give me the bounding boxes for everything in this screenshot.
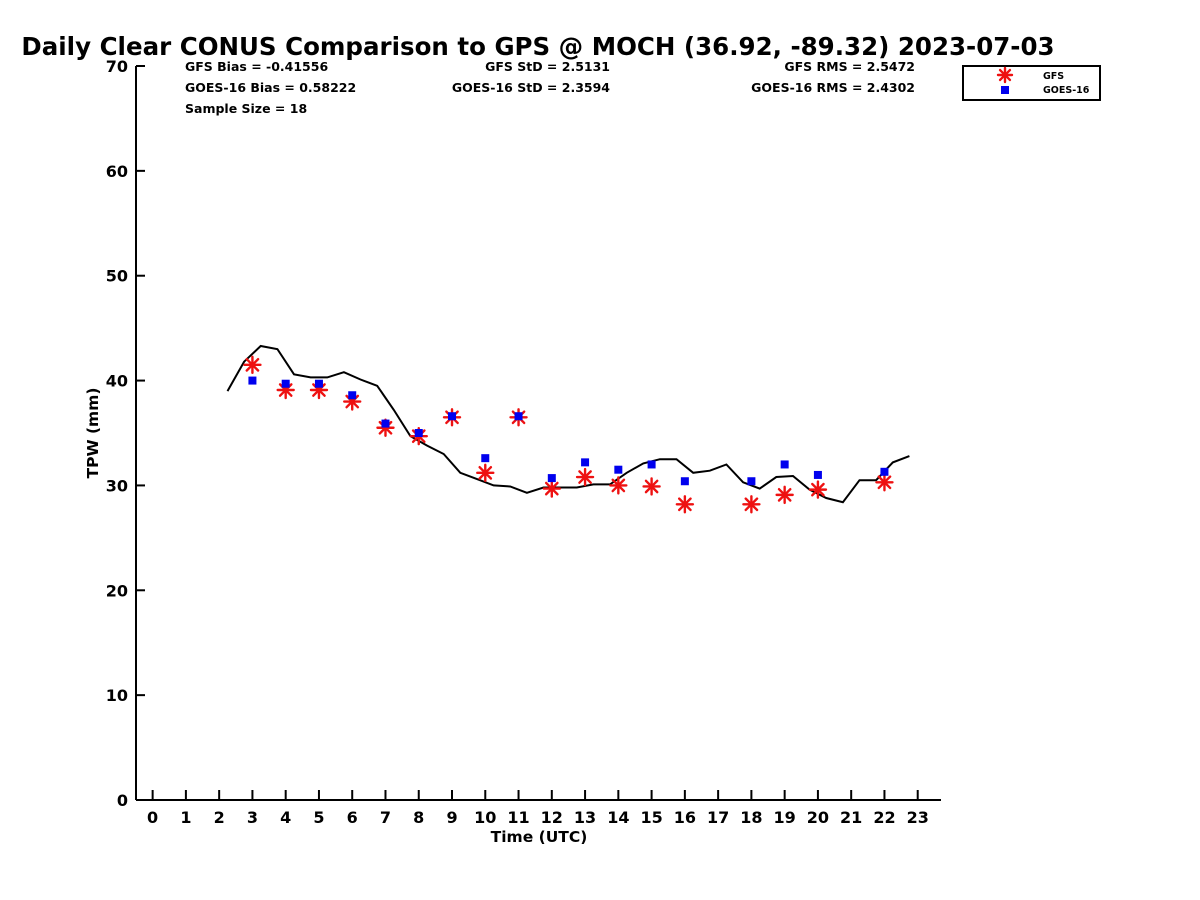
x-tick-label: 13 — [574, 808, 596, 827]
x-tick-label: 11 — [507, 808, 529, 827]
gfs-std-stat: GFS StD = 2.5131 — [485, 59, 610, 74]
goes-std-stat: GOES-16 StD = 2.3594 — [452, 80, 610, 95]
x-tick-label: 5 — [313, 808, 324, 827]
gfs-bias-stat: GFS Bias = -0.41556 — [185, 59, 328, 74]
gfs-point — [675, 495, 695, 514]
goes-point — [314, 379, 323, 388]
legend-gfs-marker — [996, 66, 1014, 84]
goes-point — [813, 470, 822, 479]
goes-point — [880, 467, 889, 476]
gfs-series — [243, 355, 894, 514]
y-tick-label: 20 — [106, 581, 128, 600]
x-tick-label: 16 — [674, 808, 696, 827]
y-tick-label: 0 — [117, 791, 128, 810]
x-tick-label: 0 — [147, 808, 158, 827]
goes-point — [481, 454, 490, 463]
x-tick-label: 3 — [247, 808, 258, 827]
goes-point — [448, 412, 457, 421]
gfs-point — [575, 467, 595, 487]
legend-goes-label: GOES-16 — [1043, 85, 1090, 96]
y-tick-label: 50 — [106, 267, 128, 286]
legend-goes-marker — [1001, 86, 1009, 94]
goes-rms-stat: GOES-16 RMS = 2.4302 — [751, 80, 915, 95]
gfs-rms-stat: GFS RMS = 2.5472 — [784, 59, 915, 74]
y-axis-label: TPW (mm) — [84, 388, 102, 479]
x-tick-label: 19 — [774, 808, 796, 827]
x-tick-label: 21 — [840, 808, 862, 827]
y-tick-label: 10 — [106, 686, 128, 705]
x-tick-label: 10 — [474, 808, 496, 827]
goes-point — [581, 458, 590, 467]
goes-point — [614, 465, 623, 474]
goes-point — [248, 376, 257, 385]
x-tick-label: 7 — [380, 808, 391, 827]
legend-box — [962, 65, 1101, 101]
stats-block: GFS Bias = -0.41556 GOES-16 Bias = 0.582… — [185, 59, 915, 116]
x-tick-label: 15 — [640, 808, 662, 827]
goes-point — [281, 379, 290, 388]
gfs-point — [642, 477, 661, 496]
legend-gfs-asterisk — [996, 66, 1014, 84]
x-tick-label: 9 — [446, 808, 457, 827]
chart-title: Daily Clear CONUS Comparison to GPS @ MO… — [21, 32, 1054, 61]
gps-line — [226, 344, 910, 504]
y-tick-label: 40 — [106, 372, 128, 391]
goes-point — [747, 477, 756, 486]
y-tick-label: 60 — [106, 162, 128, 181]
x-tick-label: 17 — [707, 808, 729, 827]
axes — [135, 65, 941, 801]
gfs-point — [476, 463, 495, 483]
x-tick-label: 1 — [180, 808, 191, 827]
x-tick-label: 20 — [807, 808, 829, 827]
y-tick-labels: 0 10 20 30 40 50 60 70 — [106, 57, 128, 810]
x-tick-labels: 0 1 2 3 4 5 6 7 8 9 10 11 12 13 14 15 16 17 18 19 20 21 22 23 — [147, 808, 929, 827]
gfs-point — [542, 479, 562, 498]
legend: GFS GOES-16 — [962, 65, 1101, 101]
x-tick-label: 23 — [907, 808, 929, 827]
gfs-point — [775, 485, 794, 505]
gfs-point — [742, 495, 761, 514]
x-axis-label: Time (UTC) — [491, 828, 588, 846]
goes-series — [248, 376, 889, 486]
y-tick-label: 30 — [106, 476, 128, 495]
goes-point — [414, 429, 423, 437]
x-tick-label: 14 — [607, 808, 629, 827]
x-tick-label: 8 — [413, 808, 424, 827]
gps-series — [226, 344, 910, 504]
x-tick-label: 18 — [740, 808, 762, 827]
legend-gfs-label: GFS — [1043, 71, 1064, 82]
y-tick-label: 70 — [106, 57, 128, 76]
x-tick-label: 2 — [214, 808, 225, 827]
gfs-point — [875, 473, 894, 492]
goes-point — [381, 419, 390, 428]
goes-point — [348, 391, 357, 400]
goes-point — [647, 460, 656, 469]
goes-point — [680, 477, 689, 486]
gfs-point — [808, 480, 828, 499]
x-tick-label: 4 — [280, 808, 291, 827]
gfs-point — [609, 476, 628, 495]
goes-point — [514, 412, 523, 421]
sample-size-stat: Sample Size = 18 — [185, 101, 307, 116]
x-tick-label: 6 — [347, 808, 358, 827]
goes-point — [780, 460, 789, 469]
goes-point — [547, 474, 556, 483]
gfs-point — [243, 355, 262, 375]
x-tick-label: 22 — [873, 808, 895, 827]
goes-bias-stat: GOES-16 Bias = 0.58222 — [185, 80, 356, 95]
x-tick-label: 12 — [541, 808, 563, 827]
